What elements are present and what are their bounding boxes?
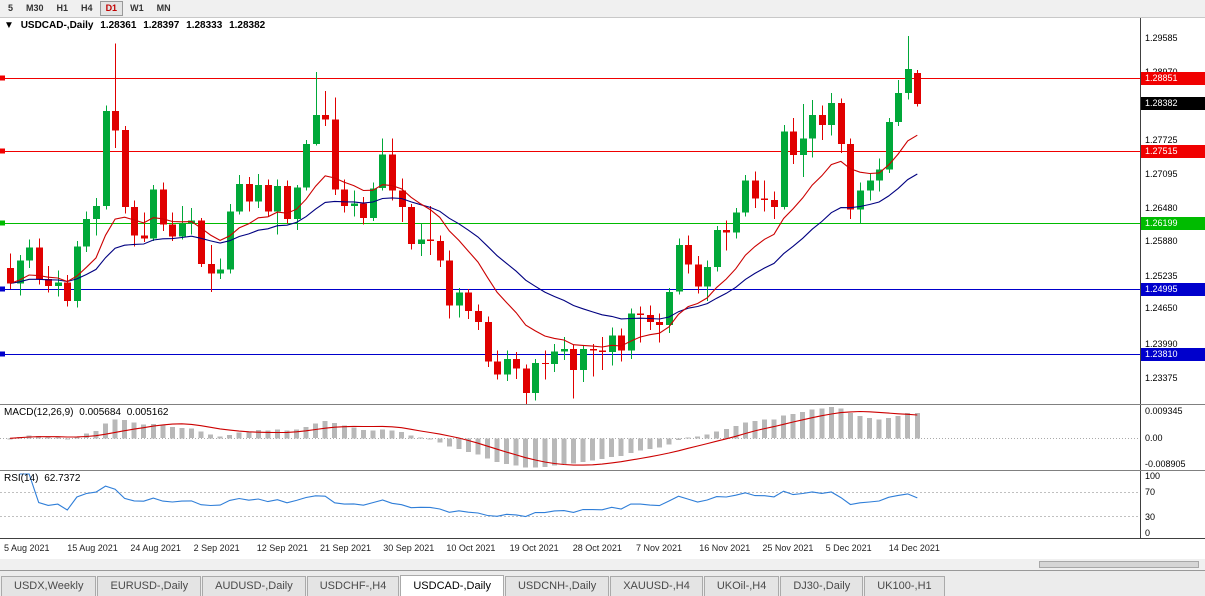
line-anchor[interactable] xyxy=(0,148,5,154)
date-axis-label: 14 Dec 2021 xyxy=(888,543,940,553)
date-axis-label: 7 Nov 2021 xyxy=(636,543,683,553)
rsi-label: RSI(14) 62.7372 xyxy=(4,473,80,484)
candlestick-series xyxy=(7,36,921,404)
line-anchor[interactable] xyxy=(0,286,5,292)
ohlc-open: 1.28361 xyxy=(100,20,137,31)
date-axis-label: 12 Sep 2021 xyxy=(256,543,308,553)
price-axis-label: 1.23990 xyxy=(1145,339,1178,350)
collapse-chart-icon[interactable]: ▼ xyxy=(4,20,14,31)
chart-title: ▼ USDCAD-,Daily 1.28361 1.28397 1.28333 … xyxy=(4,20,269,31)
main-chart-panel: ▼ USDCAD-,Daily 1.28361 1.28397 1.28333 … xyxy=(0,18,1205,405)
timeframe-button-w1[interactable]: W1 xyxy=(124,1,150,16)
ohlc-high: 1.28397 xyxy=(143,20,180,31)
macd-axis-label: 0.00 xyxy=(1145,433,1163,444)
date-axis-label: 15 Aug 2021 xyxy=(67,543,118,553)
rsi-axis-label: 30 xyxy=(1145,511,1156,522)
chart-tab-usdchf-h4[interactable]: USDCHF-,H4 xyxy=(306,576,400,596)
price-axis-label: 1.26480 xyxy=(1145,202,1178,213)
price-axis-label: 1.27095 xyxy=(1145,169,1178,180)
date-axis-label: 10 Oct 2021 xyxy=(446,543,496,553)
price-axis-label: 1.29585 xyxy=(1145,32,1178,43)
date-axis-label: 30 Sep 2021 xyxy=(383,543,435,553)
macd-chart-area[interactable]: MACD(12,26,9) 0.005684 0.005162 xyxy=(0,405,1140,470)
chart-tab-usdcnh-daily[interactable]: USDCNH-,Daily xyxy=(504,576,610,596)
price-axis-label: 1.28970 xyxy=(1145,67,1178,77)
date-axis-label: 21 Sep 2021 xyxy=(320,543,372,553)
date-axis-label: 24 Aug 2021 xyxy=(130,543,181,553)
line-anchor[interactable] xyxy=(0,220,5,226)
date-axis-label: 28 Oct 2021 xyxy=(572,543,622,553)
price-axis-label: 1.24650 xyxy=(1145,303,1178,314)
ma-fast-line xyxy=(9,134,918,348)
date-axis[interactable]: 5 Aug 2021 15 Aug 2021 24 Aug 2021 2 Sep 20… xyxy=(0,539,1205,559)
chart-tab-uk100-h1[interactable]: UK100-,H1 xyxy=(864,576,945,596)
macd-panel: MACD(12,26,9) 0.005684 0.005162 0.009345… xyxy=(0,405,1205,471)
chart-tab-ukoil-h4[interactable]: UKOil-,H4 xyxy=(703,576,780,596)
macd-signal-line xyxy=(9,410,918,466)
ohlc-low: 1.28333 xyxy=(186,20,223,31)
timeframe-button-h1[interactable]: H1 xyxy=(51,1,75,16)
timeframe-button-5[interactable]: 5 xyxy=(2,1,19,16)
timeframe-button-h4[interactable]: H4 xyxy=(75,1,99,16)
hline-price-tag[interactable]: 1.24995 xyxy=(1141,282,1205,296)
current-price-tag[interactable]: 1.28382 xyxy=(1141,97,1205,111)
macd-axis: 0.009345 0.00 -0.008905 xyxy=(1140,405,1205,470)
date-axis-label: 2 Sep 2021 xyxy=(193,543,240,553)
line-anchor[interactable] xyxy=(0,75,5,81)
timeframe-button-mn[interactable]: MN xyxy=(151,1,177,16)
rsi-axis-label: 100 xyxy=(1145,471,1161,481)
timeframe-toolbar: 5 M30 H1 H4 D1 W1 MN xyxy=(0,0,1205,18)
hline-price-tag[interactable]: 1.26199 xyxy=(1141,216,1205,230)
chart-tab-usdx-weekly[interactable]: USDX,Weekly xyxy=(1,576,97,596)
chart-tab-audusd-daily[interactable]: AUDUSD-,Daily xyxy=(202,576,306,596)
chart-symbol-label: USDCAD-,Daily xyxy=(20,20,94,31)
price-chart-area[interactable]: ▼ USDCAD-,Daily 1.28361 1.28397 1.28333 … xyxy=(0,18,1140,404)
macd-chart xyxy=(0,407,1140,468)
candlestick-chart xyxy=(0,36,1140,404)
macd-axis-label: -0.008905 xyxy=(1145,459,1186,469)
rsi-panel: RSI(14) 62.7372 100 70 30 0 xyxy=(0,471,1205,539)
price-axis-label: 1.27725 xyxy=(1145,134,1178,145)
macd-axis-label: 0.009345 xyxy=(1145,406,1183,416)
hline-price-tag[interactable]: 1.27515 xyxy=(1141,144,1205,158)
date-axis-label: 5 Dec 2021 xyxy=(825,543,872,553)
hline-price-tag[interactable]: 1.23810 xyxy=(1141,347,1205,361)
chart-tab-xauusd-h4[interactable]: XAUUSD-,H4 xyxy=(610,576,703,596)
rsi-value: 62.7372 xyxy=(44,473,81,484)
macd-value-signal: 0.005162 xyxy=(126,407,169,418)
chart-tab-dj30-daily[interactable]: DJ30-,Daily xyxy=(780,576,864,596)
macd-label: MACD(12,26,9) 0.005684 0.005162 xyxy=(4,407,168,418)
rsi-line xyxy=(19,473,918,518)
hline-price-tag[interactable]: 1.28851 xyxy=(1141,71,1205,85)
date-axis-label: 19 Oct 2021 xyxy=(509,543,559,553)
chart-tabs-bar: USDX,Weekly EURUSD-,Daily AUDUSD-,Daily USD… xyxy=(0,570,1205,596)
chart-horizontal-scrollbar[interactable] xyxy=(0,559,1205,570)
ohlc-close: 1.28382 xyxy=(229,20,266,31)
rsi-chart xyxy=(0,473,1140,518)
rsi-axis-label: 70 xyxy=(1145,487,1156,498)
scrollbar-thumb[interactable] xyxy=(1039,561,1199,568)
chart-tab-usdcad-daily[interactable]: USDCAD-,Daily xyxy=(400,575,504,596)
chart-tab-eurusd-daily[interactable]: EURUSD-,Daily xyxy=(97,576,202,596)
rsi-name: RSI(14) xyxy=(4,473,39,484)
date-axis-label: 25 Nov 2021 xyxy=(762,543,814,553)
date-axis-label: 16 Nov 2021 xyxy=(699,543,751,553)
rsi-chart-area[interactable]: RSI(14) 62.7372 xyxy=(0,471,1140,538)
price-axis[interactable]: 1.295851.289701.283551.277251.270951.264… xyxy=(1140,18,1205,404)
line-anchor[interactable] xyxy=(0,351,5,357)
macd-value-main: 0.005684 xyxy=(79,407,121,418)
price-axis-label: 1.25235 xyxy=(1145,271,1178,282)
timeframe-button-d1[interactable]: D1 xyxy=(99,1,124,16)
rsi-axis: 100 70 30 0 xyxy=(1140,471,1205,538)
macd-histogram xyxy=(7,407,920,468)
horizontal-lines[interactable] xyxy=(0,75,1140,357)
date-axis-label: 5 Aug 2021 xyxy=(4,543,50,553)
timeframe-button-m30[interactable]: M30 xyxy=(20,1,50,16)
ma-slow-line xyxy=(9,173,918,320)
price-axis-label: 1.23375 xyxy=(1145,372,1178,383)
price-axis-label: 1.25880 xyxy=(1145,235,1178,246)
rsi-axis-label: 0 xyxy=(1145,528,1151,538)
macd-name: MACD(12,26,9) xyxy=(4,407,74,418)
